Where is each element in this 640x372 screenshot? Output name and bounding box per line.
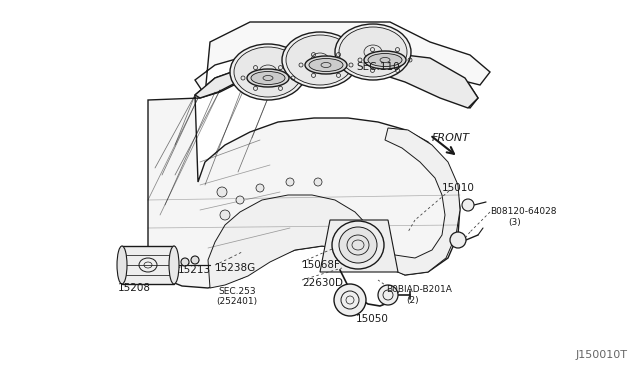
- Circle shape: [334, 284, 366, 316]
- Text: (252401): (252401): [216, 297, 257, 306]
- Text: FRONT: FRONT: [432, 133, 470, 143]
- Circle shape: [314, 178, 322, 186]
- Ellipse shape: [364, 51, 406, 69]
- Polygon shape: [320, 220, 398, 272]
- Text: 22630D: 22630D: [302, 278, 343, 288]
- Circle shape: [286, 178, 294, 186]
- Text: B0BIAD-B201A: B0BIAD-B201A: [386, 285, 452, 294]
- Ellipse shape: [309, 58, 343, 71]
- Text: B08120-64028: B08120-64028: [490, 207, 557, 216]
- Circle shape: [256, 184, 264, 192]
- Text: J150010T: J150010T: [576, 350, 628, 360]
- Circle shape: [220, 210, 230, 220]
- Polygon shape: [148, 52, 478, 288]
- Ellipse shape: [117, 246, 127, 284]
- Circle shape: [462, 199, 474, 211]
- Circle shape: [191, 256, 199, 264]
- Circle shape: [378, 285, 398, 305]
- Ellipse shape: [286, 35, 354, 85]
- Circle shape: [217, 187, 227, 197]
- Text: 15208: 15208: [118, 283, 151, 293]
- Text: (2): (2): [406, 296, 419, 305]
- Ellipse shape: [339, 27, 407, 77]
- Ellipse shape: [282, 32, 358, 88]
- Ellipse shape: [305, 56, 347, 74]
- Polygon shape: [195, 22, 490, 95]
- Polygon shape: [195, 52, 478, 108]
- Polygon shape: [208, 128, 460, 288]
- Text: SEC.253: SEC.253: [218, 287, 255, 296]
- Ellipse shape: [169, 246, 179, 284]
- Ellipse shape: [339, 227, 377, 263]
- Circle shape: [236, 196, 244, 204]
- Ellipse shape: [230, 44, 306, 100]
- Text: 15010: 15010: [442, 183, 475, 193]
- Circle shape: [450, 232, 466, 248]
- Ellipse shape: [368, 54, 402, 67]
- Ellipse shape: [247, 69, 289, 87]
- Ellipse shape: [335, 24, 411, 80]
- Circle shape: [181, 258, 189, 266]
- Ellipse shape: [332, 221, 384, 269]
- Ellipse shape: [234, 47, 302, 97]
- Text: 15050: 15050: [356, 314, 389, 324]
- Polygon shape: [122, 246, 174, 284]
- Text: 15238G: 15238G: [215, 263, 256, 273]
- Text: 15213: 15213: [178, 265, 211, 275]
- Ellipse shape: [251, 71, 285, 84]
- Text: SEC.110: SEC.110: [356, 62, 399, 72]
- Text: 15068F: 15068F: [302, 260, 341, 270]
- Text: (3): (3): [508, 218, 521, 227]
